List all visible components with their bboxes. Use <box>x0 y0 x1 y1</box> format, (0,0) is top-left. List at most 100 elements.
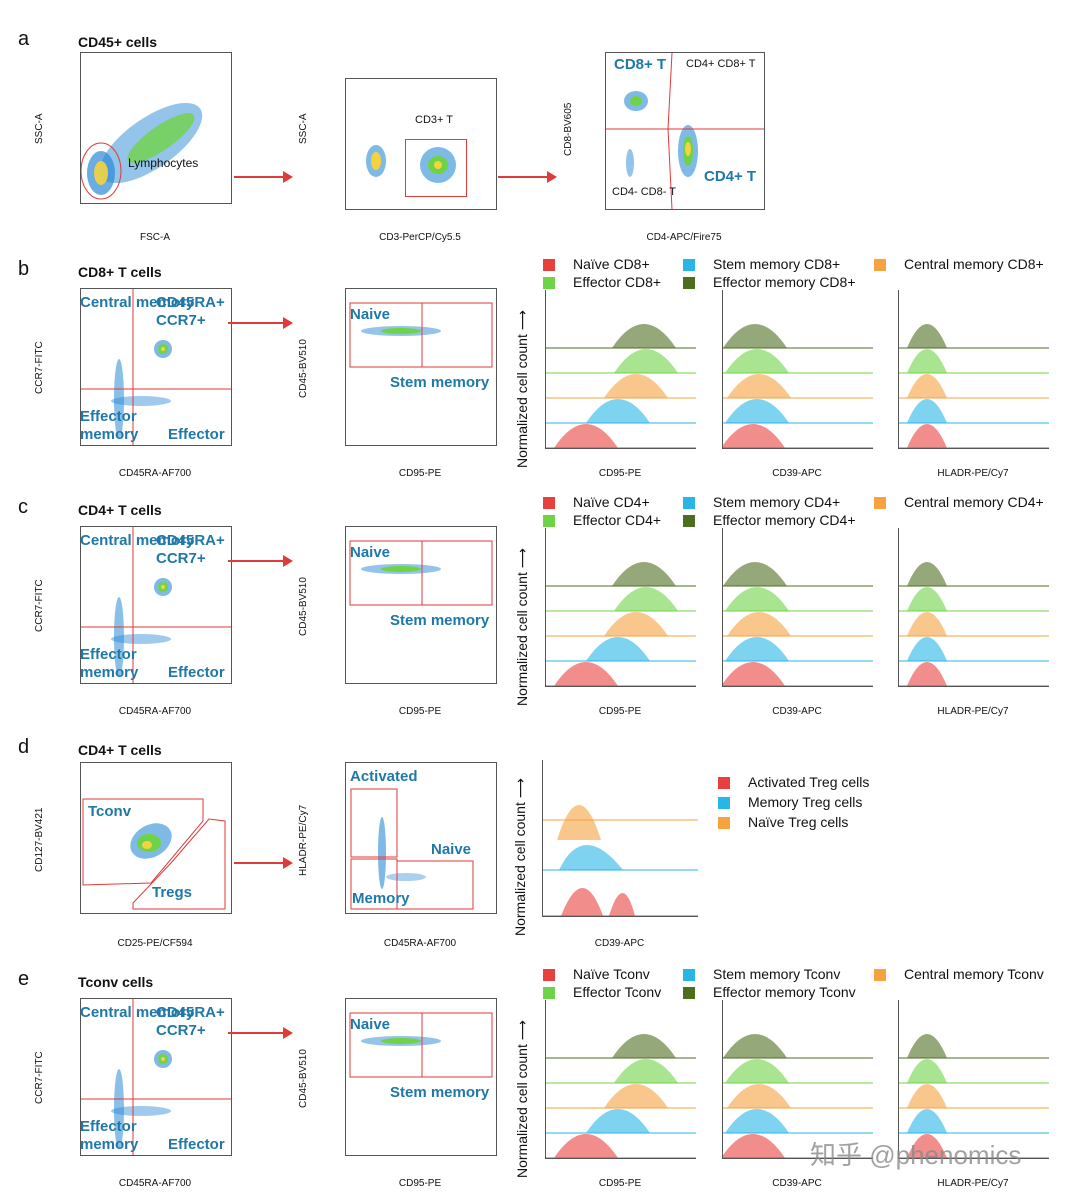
gate-dn: CD4- CD8- T <box>612 186 676 198</box>
hist-peak-effmem <box>907 324 947 348</box>
hist-peak-naive <box>723 424 785 448</box>
hist-peak-stem <box>907 637 947 661</box>
hist-peak-stem <box>907 399 947 423</box>
xaxis-cd45ra-b: CD45RA-AF700 <box>118 468 192 479</box>
gate-effector-c: Effector <box>168 664 225 681</box>
hist-peak-stem <box>725 1109 789 1133</box>
hist-peak-central <box>604 1084 668 1108</box>
yaxis-ccr7-e: CCR7-FITC <box>34 1051 45 1104</box>
hist-d-stem <box>559 845 623 870</box>
xaxis-fsc: FSC-A <box>140 232 170 243</box>
gate-effmem-e: Effector memory <box>80 1118 139 1153</box>
legend-d: Activated Treg cells Memory Treg cells N… <box>718 774 869 830</box>
hist-peak-central <box>727 612 791 636</box>
hist-xaxis-c-0: CD95-PE <box>598 706 642 717</box>
hist-b-2 <box>898 290 1049 449</box>
gate-ccr7-e: CCR7+ <box>156 1022 206 1039</box>
hist-xaxis-c-2: HLADR-PE/Cy7 <box>937 706 1009 717</box>
hist-peak-central <box>907 1084 947 1108</box>
panel-title-a: CD45+ cells <box>78 34 157 50</box>
gate-stem-e: Stem memory <box>390 1084 490 1101</box>
hist-peak-effmem <box>907 562 947 586</box>
gate-effmem-c: Effector memory <box>80 646 139 681</box>
swatch-c-naive <box>543 497 555 510</box>
hist-b-1 <box>722 290 873 449</box>
swatch-naive <box>718 817 730 830</box>
gate-naive-b: Naive <box>350 306 391 323</box>
hist-peak-naive <box>554 1134 618 1158</box>
legend-e-effmem-label: Effector memory Tconv <box>713 984 856 1000</box>
swatch-e-effmem <box>683 987 695 1000</box>
legend-b-stem-label: Stem memory CD8+ <box>713 256 841 272</box>
yaxis-ccr7-c: CCR7-FITC <box>34 579 45 632</box>
swatch-b-effmem <box>683 277 695 290</box>
ncc-b: Normalized cell count ⟶ <box>514 310 530 468</box>
hist-xaxis-b-0: CD95-PE <box>598 468 642 479</box>
hist-peak-central <box>604 612 668 636</box>
hist-c-0 <box>545 528 696 687</box>
legend-c-effmem: Effector memory CD4+ <box>683 512 856 528</box>
gate-lymphocytes: Lymphocytes <box>128 156 199 170</box>
hist-d-naive <box>561 888 603 916</box>
hist-peak-central <box>604 374 668 398</box>
swatch-b-effector <box>543 277 555 290</box>
hist-peak-naive <box>907 1134 947 1158</box>
legend-b-central-label: Central memory CD8+ <box>904 256 1044 272</box>
gate-naive-c: Naive <box>350 544 391 561</box>
xaxis-cd95-b: CD95-PE <box>398 468 442 479</box>
hist-peak-effmem <box>612 562 676 586</box>
hist-xaxis-b-1: CD39-APC <box>772 468 822 479</box>
yaxis-cd45-e: CD45-BV510 <box>298 1049 309 1108</box>
arrow-a1 <box>234 171 293 183</box>
legend-b-central: Central memory CD8+ <box>874 256 1044 272</box>
gate-central-c: Central memory <box>80 532 195 549</box>
hist-peak-effmem <box>723 562 787 586</box>
legend-c-effmem-label: Effector memory CD4+ <box>713 512 856 528</box>
legend-c-stem-label: Stem memory CD4+ <box>713 494 841 510</box>
legend-b-effector-label: Effector CD8+ <box>573 274 662 290</box>
gate-cd45ra-e: CD45RA+ <box>156 1004 225 1021</box>
legend-e-effector: Effector Tconv <box>543 984 661 1000</box>
panel-title-d: CD4+ T cells <box>78 742 162 758</box>
hist-peak-effmem <box>612 324 676 348</box>
legend-c-central-label: Central memory CD4+ <box>904 494 1044 510</box>
legend-b-effector: Effector CD8+ <box>543 274 661 290</box>
yaxis-ssc-2: SSC-A <box>298 113 309 144</box>
swatch-c-effector <box>543 515 555 528</box>
legend-e-central: Central memory Tconv <box>874 966 1044 982</box>
hist-peak-effector <box>725 587 789 611</box>
legend-e-stem: Stem memory Tconv <box>683 966 840 982</box>
hist-peak-naive <box>723 1134 785 1158</box>
legend-b-effmem-label: Effector memory CD8+ <box>713 274 856 290</box>
xaxis-cd25: CD25-PE/CF594 <box>117 938 193 949</box>
plot-fsc-ssc <box>80 52 232 204</box>
gate-tregs: Tregs <box>152 884 193 901</box>
panel-letter-e: e <box>18 968 30 990</box>
panel-title-c: CD4+ T cells <box>78 502 162 518</box>
hist-peak-naive <box>554 424 618 448</box>
xaxis-cd95-e: CD95-PE <box>398 1178 442 1189</box>
hist-peak-stem <box>907 1109 947 1133</box>
xaxis-cd4: CD4-APC/Fire75 <box>646 232 722 243</box>
hist-peak-naive <box>907 662 947 686</box>
legend-e-effector-label: Effector Tconv <box>573 984 662 1000</box>
hist-peak-effector <box>907 587 947 611</box>
gate-ccr7-b: CCR7+ <box>156 312 206 329</box>
swatch-activated <box>718 777 730 790</box>
gate-central-b: Central memory <box>80 294 195 311</box>
gate-cd4cd8t: CD4+ CD8+ T <box>686 58 756 70</box>
xaxis-cd3: CD3-PerCP/Cy5.5 <box>379 232 461 243</box>
hist-peak-stem <box>586 637 650 661</box>
legend-e-effmem: Effector memory Tconv <box>683 984 856 1000</box>
hist-peak-effector <box>614 587 678 611</box>
gate-effector-b: Effector <box>168 426 225 443</box>
hist-peak-stem <box>586 1109 650 1133</box>
hist-peak-central <box>727 374 791 398</box>
hist-peak-effector <box>725 349 789 373</box>
plot-ccr7-b <box>80 288 232 446</box>
yaxis-cd8: CD8-BV605 <box>563 102 574 156</box>
yaxis-ccr7-b: CCR7-FITC <box>34 341 45 394</box>
hist-peak-naive <box>554 662 618 686</box>
gate-memory: Memory <box>352 890 410 907</box>
legend-c-stem: Stem memory CD4+ <box>683 494 840 510</box>
